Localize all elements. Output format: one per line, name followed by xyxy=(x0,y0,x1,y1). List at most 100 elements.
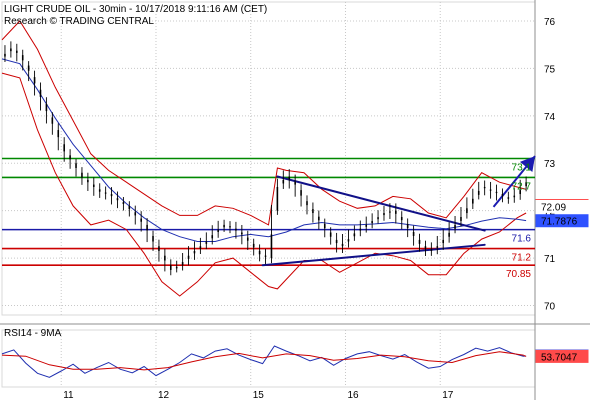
candle-body xyxy=(519,190,521,195)
candle-body xyxy=(371,221,373,223)
x-tick-label: 11 xyxy=(63,390,74,400)
candle-body xyxy=(365,224,368,227)
candle-body xyxy=(418,239,421,244)
candle-body xyxy=(92,184,95,187)
candle-body xyxy=(235,228,237,231)
candle-body xyxy=(169,265,172,270)
y-tick-label: 73 xyxy=(544,159,556,170)
candle-body xyxy=(454,224,456,229)
rsi-plot-frame xyxy=(1,329,536,388)
candle-body xyxy=(69,155,71,160)
x-tick-label: 12 xyxy=(158,390,170,400)
candle-body xyxy=(128,205,131,210)
candle-body xyxy=(39,89,42,97)
candle-body xyxy=(483,186,486,189)
candle-body xyxy=(4,53,6,57)
candle-body xyxy=(424,246,427,249)
candle-body xyxy=(312,209,314,214)
candle-body xyxy=(164,255,166,261)
candle-body xyxy=(229,226,231,228)
y-tick-label: 71 xyxy=(544,254,556,265)
candle-body xyxy=(383,213,385,216)
candle-body xyxy=(294,181,296,185)
value-badge-label: 72.09 xyxy=(541,202,566,213)
value-badge-label: 53.7047 xyxy=(541,352,578,363)
candle-body xyxy=(104,192,107,194)
candle-body xyxy=(389,211,391,213)
candle-body xyxy=(57,130,60,138)
candle-body xyxy=(300,190,302,196)
value-badge: 71.7876 xyxy=(535,214,589,228)
candle-body xyxy=(10,48,12,52)
level-label: 72.7 xyxy=(512,181,532,192)
candle-body xyxy=(412,232,415,236)
candle-body xyxy=(75,163,77,168)
candle-body xyxy=(495,191,498,194)
candle-body xyxy=(217,229,219,233)
candle-body xyxy=(258,250,261,255)
candle-body xyxy=(140,218,142,222)
candle-body xyxy=(282,179,285,184)
label-layer: LIGHT CRUDE OIL - 30min - 10/17/2018 9:1… xyxy=(4,4,589,400)
overlay-layer xyxy=(1,20,536,297)
candle-body xyxy=(525,182,527,187)
level-label: 70.85 xyxy=(506,269,531,280)
level-label: 71.2 xyxy=(512,253,532,264)
candle-body xyxy=(116,198,119,201)
candle-body xyxy=(21,55,24,61)
y-tick-label: 75 xyxy=(544,64,556,75)
rsi-title: RSI14 - 9MA xyxy=(4,328,62,339)
candle-body xyxy=(341,243,344,247)
candle-body xyxy=(175,266,178,269)
candle-body xyxy=(146,224,148,231)
candle-body xyxy=(63,144,65,152)
candle-body xyxy=(252,243,255,248)
candle-body xyxy=(466,208,468,214)
candle-body xyxy=(270,234,273,259)
candle-body xyxy=(477,190,480,195)
candle-body xyxy=(395,210,397,214)
chart-title: LIGHT CRUDE OIL - 30min - 10/17/2018 9:1… xyxy=(4,4,267,15)
y-tick-label: 70 xyxy=(544,302,556,313)
candle-body xyxy=(187,255,190,259)
candle-body xyxy=(211,235,214,239)
candle-body xyxy=(377,217,379,220)
candle-body xyxy=(27,65,30,71)
rsi-line xyxy=(1,345,527,378)
candle-body xyxy=(205,241,208,244)
candle-body xyxy=(489,189,492,191)
x-tick-label: 16 xyxy=(347,390,359,400)
level-label: 71.6 xyxy=(512,234,532,245)
value-badge-label: 71.7876 xyxy=(541,217,578,228)
candle-body xyxy=(306,201,308,206)
candle-body xyxy=(335,239,338,244)
candle-body xyxy=(158,246,160,251)
value-badge: 72.09 xyxy=(535,199,589,213)
candle-body xyxy=(264,255,267,257)
value-badge: 53.7047 xyxy=(535,349,589,363)
trendline xyxy=(276,175,486,232)
bollinger-lower-line xyxy=(1,72,527,297)
candle-body xyxy=(436,246,439,248)
candle-body xyxy=(507,197,510,199)
y-tick-label: 74 xyxy=(544,112,556,123)
moving-average-line xyxy=(1,58,527,242)
candle-body xyxy=(472,198,474,204)
candle-body xyxy=(246,237,249,241)
candle-body xyxy=(430,249,433,251)
bollinger-upper-line xyxy=(1,20,527,226)
candle-body xyxy=(501,194,504,196)
candle-body xyxy=(199,246,202,249)
value-badge-box xyxy=(535,214,589,228)
candle-body xyxy=(110,194,113,197)
marks-layer xyxy=(1,41,527,378)
candle-body xyxy=(81,172,83,178)
candle-body xyxy=(98,189,101,192)
candle-body xyxy=(33,77,36,84)
candle-body xyxy=(460,216,462,221)
candle-body xyxy=(400,216,403,221)
candle-body xyxy=(51,117,54,124)
